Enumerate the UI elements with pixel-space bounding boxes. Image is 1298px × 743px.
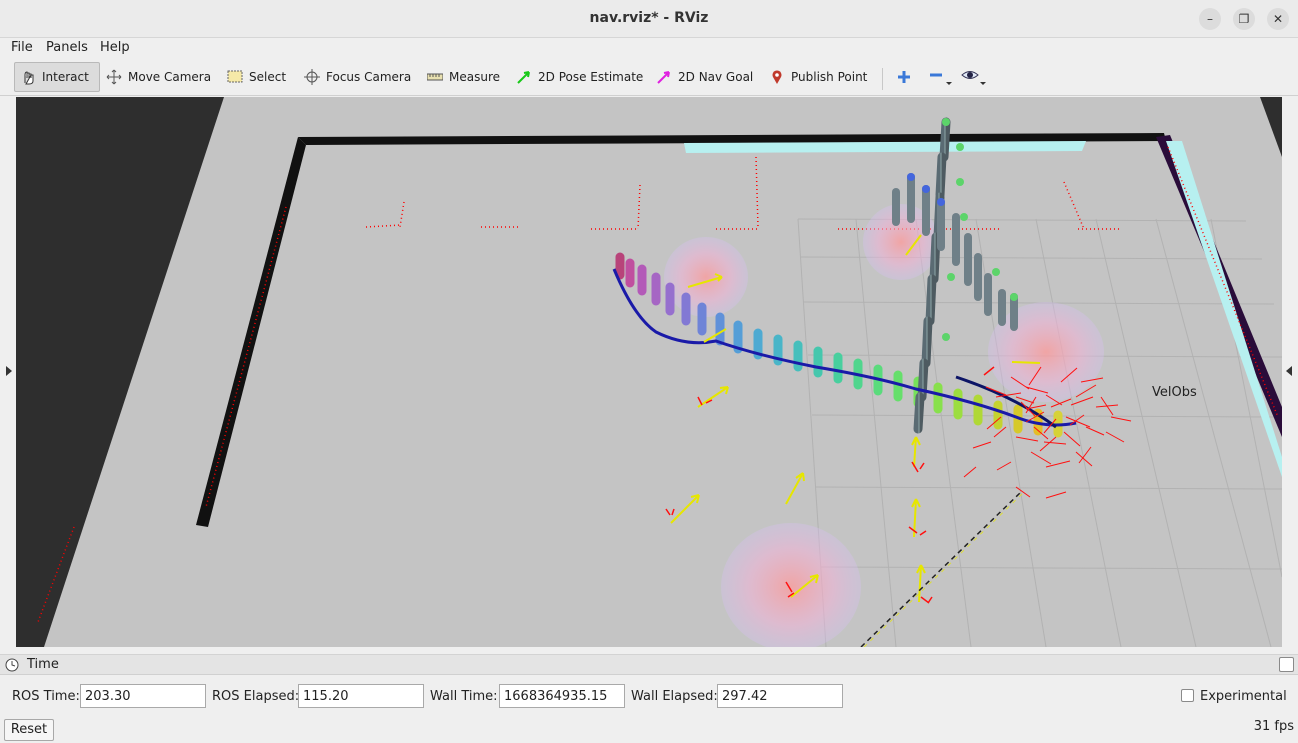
move-camera-icon [106,69,122,85]
goal-arrows [670,234,1041,603]
panel-float-checkbox[interactable] [1279,657,1294,672]
plus-icon [898,71,910,83]
3d-viewport[interactable]: VelObs [16,97,1282,647]
clock-icon [5,658,19,672]
time-panel: Time ROS Time: ROS Elapsed: Wall Time: W… [0,654,1298,743]
add-tool-button[interactable] [891,62,923,92]
measure-tool-button[interactable]: Measure [421,62,506,92]
time-panel-header: Time [0,655,1298,675]
focus-camera-label: Focus Camera [326,70,412,84]
remove-tool-button[interactable] [923,62,965,92]
border-cyan-top [684,141,1086,153]
toolbar-separator [882,68,883,90]
select-box-icon [227,70,243,83]
ros-time-field[interactable] [80,684,206,708]
ros-time-label: ROS Time: [12,689,80,704]
reset-button[interactable]: Reset [4,719,54,741]
global-path [612,268,1077,427]
minus-icon [930,73,952,85]
menu-panels[interactable]: Panels [46,40,88,55]
focus-crosshair-icon [304,69,320,85]
nav-goal-tool-button[interactable]: 2D Nav Goal [650,62,759,92]
magenta-arrow-icon [657,71,670,84]
experimental-checkbox[interactable] [1181,689,1194,702]
wall-elapsed-field[interactable] [717,684,843,708]
green-arrow-icon [517,71,530,84]
particle-cloud [963,366,1132,499]
velocity-obstacles [664,204,1104,647]
measure-label: Measure [449,70,500,84]
grid [797,218,1282,647]
hand-pointer-icon [24,71,34,85]
floor-plane [44,97,1282,647]
experimental-label: Experimental [1200,689,1287,704]
wall-time-label: Wall Time: [430,689,498,704]
wall-elapsed-label: Wall Elapsed: [631,689,718,704]
wall-time-field[interactable] [499,684,625,708]
ruler-icon [427,73,443,81]
pose-estimate-label: 2D Pose Estimate [538,70,644,84]
toolbar: Interact Move Camera Select Focus Camera… [0,58,1298,96]
ros-elapsed-field[interactable] [298,684,424,708]
focus-camera-tool-button[interactable]: Focus Camera [298,62,417,92]
render-panel: VelObs [0,96,1298,651]
publish-point-tool-button[interactable]: Publish Point [763,62,873,92]
time-panel-title: Time [27,657,59,672]
map-pin-icon [772,70,782,84]
window-title: nav.rviz* - RViz [589,10,709,26]
fps-counter: 31 fps [1253,719,1294,734]
publish-point-label: Publish Point [791,70,868,84]
trajectory-pillars [615,117,1063,438]
pose-estimate-tool-button[interactable]: 2D Pose Estimate [510,62,649,92]
scene-render: VelObs [16,97,1282,647]
measure-line-highlight [863,491,1025,647]
velobs-label: VelObs [1152,385,1197,400]
right-collapse-icon[interactable] [1286,366,1292,376]
restore-icon[interactable]: ❐ [1233,8,1255,30]
menu-help[interactable]: Help [100,40,130,55]
view-tool-button[interactable] [956,62,1000,92]
menubar: File Panels Help [0,38,1298,58]
eye-icon [961,71,986,85]
select-tool-button[interactable]: Select [221,62,292,92]
measure-line [860,491,1022,647]
border-cyan-right [1166,141,1282,477]
move-camera-label: Move Camera [128,70,212,84]
menu-file[interactable]: File [11,40,33,55]
interact-tool-button[interactable]: Interact [14,62,100,92]
interact-label: Interact [42,70,89,84]
laser-points [37,146,1279,623]
select-label: Select [249,70,287,84]
local-path [955,375,1057,429]
left-collapse-icon[interactable] [6,366,12,376]
robot-markers [665,366,995,604]
move-camera-tool-button[interactable]: Move Camera [100,62,217,92]
nav-goal-label: 2D Nav Goal [678,70,754,84]
close-icon[interactable]: ✕ [1267,8,1289,30]
ros-elapsed-label: ROS Elapsed: [212,689,300,704]
minimize-icon[interactable]: – [1199,8,1221,30]
window-titlebar: nav.rviz* - RViz – ❐ ✕ [0,0,1298,38]
